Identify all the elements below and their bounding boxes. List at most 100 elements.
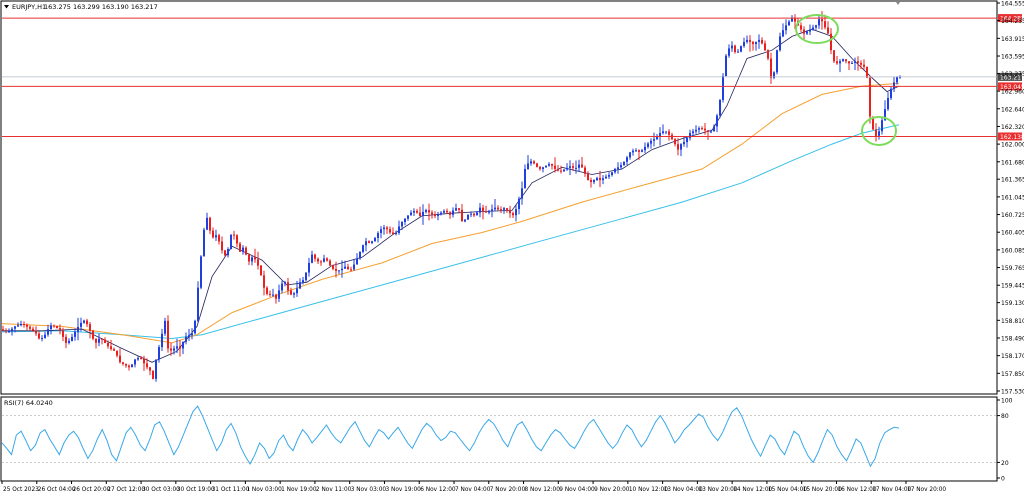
candle-body [476,212,478,216]
candle-body [329,260,331,266]
price-tick-label: 159.445 [1001,283,1024,290]
candle-body [335,268,337,271]
candle-body [269,293,271,295]
candle-body [203,229,205,257]
candle-body [713,126,715,132]
candle-body [557,168,559,171]
candle-body [158,347,160,360]
candle-body [83,320,85,323]
candle-body [506,208,508,210]
candle-body [620,165,622,168]
candle-body [17,325,19,327]
candle-body [413,210,415,213]
price-tick-label: 164.235 [1001,18,1024,25]
candle-body [278,290,280,299]
candle-body [830,33,832,51]
candle-body [659,133,661,137]
candle-body [416,210,418,213]
shift-marker-icon[interactable] [896,2,900,5]
candle-body [623,161,625,166]
price-tick-label: 161.680 [1001,159,1024,166]
candle-body [614,168,616,173]
time-tick-label: 9 Nov 20:00 [594,487,630,493]
price-tick-label: 164.555 [1001,1,1024,8]
candle-body [521,188,523,199]
candle-body [197,287,199,321]
candle-body [446,210,448,213]
candle-body [854,61,856,63]
candle-body [296,288,298,294]
candle-body [773,72,775,78]
candle-body [791,18,793,22]
candle-body [368,241,370,243]
candle-body [674,139,676,145]
candle-body [701,128,703,130]
candle-body [65,336,67,343]
candle-body [617,167,619,169]
candle-body [668,131,670,135]
candle-body [29,326,31,329]
candle-body [383,227,385,230]
candle-body [206,217,208,230]
candle-body [119,355,121,363]
rsi-line [1,405,900,468]
price-tick-label: 157.530 [1001,389,1024,396]
candle-body [869,77,871,117]
candle-body [755,41,757,45]
candle-body [53,325,55,327]
candle-body [752,41,754,45]
candle-body [386,227,388,230]
candle-body [686,138,688,143]
candle-body [734,45,736,53]
candle-body [128,365,130,368]
time-tick-label: 13 Nov 20:00 [698,487,737,493]
price-tick-label: 160.725 [1001,212,1024,219]
candle-body [611,172,613,176]
candle-body [626,157,628,162]
time-tick-label: 9 Nov 04:00 [559,487,595,493]
candle-body [785,25,787,31]
time-tick-label: 1 Nov 03:00 [246,487,282,493]
candle-body [842,59,844,62]
price-tick-label: 163.595 [1001,54,1024,61]
ma-mid-line [1,82,900,344]
candle-body [317,258,319,262]
candle-body [890,88,892,99]
candle-body [761,39,763,44]
candle-body [551,163,553,166]
candle-body [524,168,526,189]
price-tick-label: 163.915 [1001,36,1024,43]
candle-body [851,62,853,64]
candle-body [527,163,529,169]
symbol-dropdown-icon[interactable] [4,5,9,9]
candle-body [365,241,367,246]
candle-body [419,212,421,216]
candle-body [230,234,232,250]
current-price-label: 163.217 [1000,74,1024,81]
time-tick-label: 15 Nov 20:00 [803,487,842,493]
rsi-tick-label: 20 [1001,460,1009,467]
candle-body [332,265,334,269]
candle-body [254,257,256,260]
candle-body [824,21,826,28]
candle-body [56,326,58,329]
candle-body [248,254,250,262]
time-tick-label: 26 Oct 04:00 [38,487,76,493]
candle-body [737,51,739,53]
candle-body [32,328,34,331]
price-tick-label: 163.275 [1001,71,1024,78]
rsi-tick-label: 100 [1001,398,1013,405]
candle-body [44,334,46,338]
candle-body [113,349,115,351]
time-tick-label: 25 Oct 2023 [3,487,39,493]
candle-body [350,269,352,271]
price-tick-label: 162.640 [1001,106,1024,113]
time-tick-label: 30 Oct 19:00 [177,487,215,493]
candle-body [881,120,883,132]
candle-body [422,211,424,216]
candle-body [371,241,373,243]
price-tick-label: 158.810 [1001,318,1024,325]
candle-body [794,18,796,22]
candle-body [410,212,412,216]
